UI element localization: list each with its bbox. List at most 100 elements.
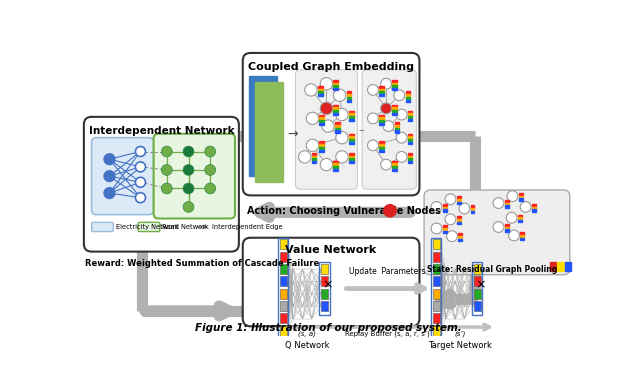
Bar [319, 141, 324, 144]
Bar [518, 193, 522, 195]
Bar [408, 111, 412, 113]
Bar [321, 288, 328, 299]
Circle shape [320, 78, 333, 90]
FancyBboxPatch shape [362, 70, 417, 189]
Bar [520, 238, 524, 240]
Bar [433, 325, 440, 336]
Bar [349, 156, 353, 158]
Text: →: → [288, 127, 298, 140]
Circle shape [381, 78, 392, 89]
Bar [457, 222, 461, 224]
Circle shape [205, 165, 216, 175]
Bar [349, 134, 353, 136]
Circle shape [136, 147, 145, 156]
Bar [280, 276, 287, 286]
Circle shape [183, 202, 194, 212]
Circle shape [161, 183, 172, 194]
Bar [392, 110, 397, 112]
Bar [379, 117, 384, 120]
Bar [408, 158, 412, 161]
Bar [349, 142, 353, 144]
Circle shape [383, 121, 394, 132]
Bar [395, 125, 399, 127]
Bar [379, 115, 384, 117]
Bar [379, 144, 384, 147]
Bar [321, 264, 328, 274]
Bar [379, 147, 384, 149]
Circle shape [507, 191, 518, 202]
Bar [249, 76, 277, 176]
Bar [349, 119, 353, 121]
Bar [280, 239, 287, 249]
Bar [443, 231, 447, 233]
Bar [280, 288, 287, 299]
Bar [318, 92, 323, 94]
Text: Update  Parameters: Update Parameters [349, 267, 426, 276]
Bar [347, 97, 351, 99]
Bar [379, 94, 384, 97]
Bar [379, 92, 384, 94]
Circle shape [381, 103, 392, 114]
Circle shape [136, 177, 145, 187]
Circle shape [396, 109, 407, 120]
Text: (s’): (s’) [454, 331, 465, 337]
Bar [406, 100, 410, 102]
Circle shape [104, 171, 115, 182]
Bar [408, 142, 412, 144]
FancyBboxPatch shape [296, 70, 358, 189]
Circle shape [136, 162, 145, 172]
Bar [379, 86, 384, 88]
Bar [392, 83, 397, 85]
Circle shape [509, 230, 520, 241]
Text: (s, a): (s, a) [298, 331, 316, 337]
Bar [518, 215, 522, 217]
Bar [392, 161, 397, 163]
Bar [505, 200, 509, 202]
FancyBboxPatch shape [243, 53, 419, 195]
Circle shape [447, 231, 458, 242]
Bar [532, 209, 536, 211]
Circle shape [493, 198, 504, 208]
Bar [457, 219, 461, 221]
Bar [406, 97, 410, 99]
Bar [319, 150, 324, 152]
Bar [474, 301, 481, 311]
Circle shape [183, 146, 194, 157]
Bar [349, 116, 353, 118]
FancyBboxPatch shape [92, 138, 154, 215]
Circle shape [104, 154, 115, 165]
Bar [505, 205, 509, 208]
Bar [408, 116, 412, 118]
Bar [395, 128, 399, 130]
Bar [474, 276, 481, 286]
Bar [333, 80, 338, 82]
Circle shape [336, 151, 348, 163]
FancyBboxPatch shape [424, 190, 570, 275]
Bar [333, 83, 338, 85]
Bar [333, 88, 338, 90]
Bar [518, 198, 522, 201]
Text: Figure 1: Illustration of our proposed system.: Figure 1: Illustration of our proposed s… [195, 323, 461, 333]
Text: Interdependent Edge: Interdependent Edge [212, 224, 282, 230]
Bar [319, 120, 324, 122]
Bar [408, 161, 412, 164]
Circle shape [161, 146, 172, 157]
Circle shape [459, 203, 470, 214]
FancyBboxPatch shape [154, 134, 235, 219]
Bar [312, 156, 316, 158]
Bar [408, 139, 412, 141]
Bar [333, 110, 338, 112]
Bar [505, 229, 509, 231]
Circle shape [506, 212, 517, 223]
Bar [379, 123, 384, 125]
Text: Reward: Weighted Summation of Cascade Failure: Reward: Weighted Summation of Cascade Fa… [84, 259, 319, 268]
Bar [408, 119, 412, 121]
Circle shape [320, 102, 333, 115]
Bar [255, 82, 283, 182]
Bar [474, 264, 481, 274]
Bar [333, 164, 338, 166]
Bar [379, 150, 384, 152]
Bar [505, 227, 509, 229]
Circle shape [493, 222, 504, 232]
Text: ×: × [323, 278, 333, 291]
